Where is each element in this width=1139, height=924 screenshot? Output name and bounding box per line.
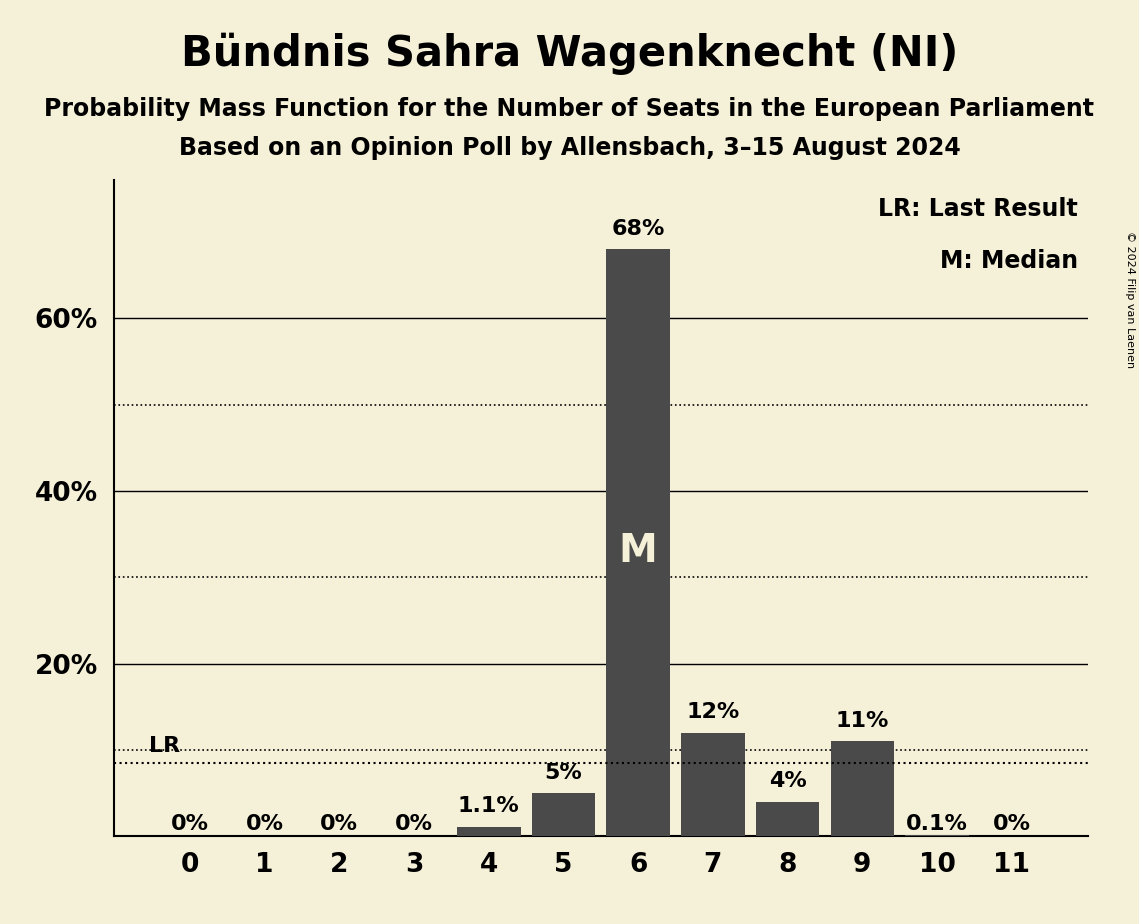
Bar [830, 741, 894, 836]
Text: Probability Mass Function for the Number of Seats in the European Parliament: Probability Mass Function for the Number… [44, 97, 1095, 121]
Text: 0.1%: 0.1% [907, 814, 968, 833]
Text: M: M [618, 532, 657, 570]
Text: 4%: 4% [769, 772, 806, 791]
Bar [606, 249, 670, 836]
Text: LR: LR [149, 736, 180, 756]
Text: M: Median: M: Median [940, 249, 1077, 274]
Bar [457, 827, 521, 836]
Text: © 2024 Filip van Laenen: © 2024 Filip van Laenen [1125, 231, 1134, 368]
Text: 1.1%: 1.1% [458, 796, 519, 817]
Text: 0%: 0% [993, 814, 1031, 833]
Text: 0%: 0% [395, 814, 433, 833]
Bar [756, 802, 819, 836]
Text: 5%: 5% [544, 762, 582, 783]
Bar [532, 793, 596, 836]
Bar [681, 733, 745, 836]
Text: Based on an Opinion Poll by Allensbach, 3–15 August 2024: Based on an Opinion Poll by Allensbach, … [179, 136, 960, 160]
Text: 0%: 0% [171, 814, 208, 833]
Text: 68%: 68% [612, 219, 665, 239]
Text: 11%: 11% [836, 711, 890, 731]
Text: 0%: 0% [246, 814, 284, 833]
Text: 0%: 0% [320, 814, 359, 833]
Text: LR: Last Result: LR: Last Result [878, 197, 1077, 221]
Text: Bündnis Sahra Wagenknecht (NI): Bündnis Sahra Wagenknecht (NI) [181, 32, 958, 75]
Text: 12%: 12% [687, 702, 739, 723]
